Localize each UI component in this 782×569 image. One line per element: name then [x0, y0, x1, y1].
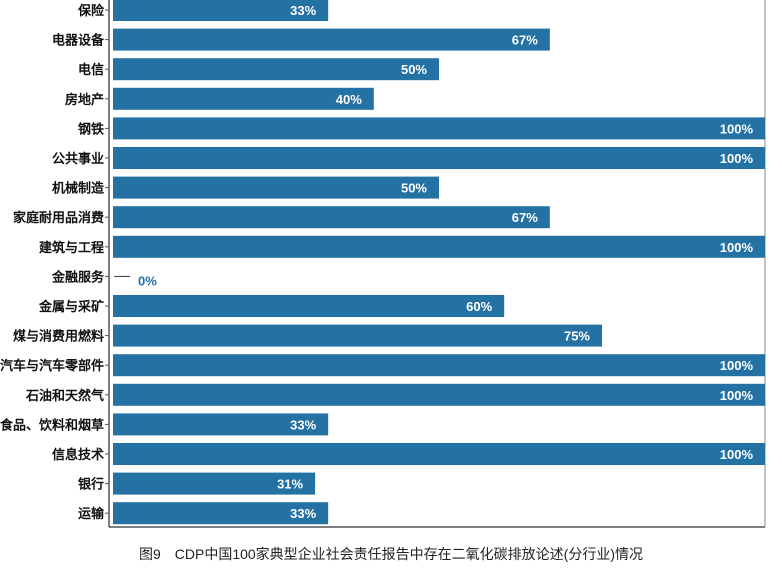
- data-label: 100%: [720, 388, 754, 403]
- category-label: 银行: [78, 477, 104, 493]
- category-label: 煤与消费用燃料: [13, 329, 104, 345]
- category-label: 机械制造: [52, 181, 105, 197]
- bar: [113, 147, 765, 169]
- bar: [113, 206, 550, 229]
- bar: [113, 295, 505, 317]
- bar: [113, 117, 765, 140]
- bar: [113, 472, 316, 495]
- category-label: 钢铁: [78, 121, 104, 137]
- bar: [113, 0, 329, 21]
- bar: [113, 413, 329, 436]
- data-label: 67%: [512, 33, 538, 48]
- data-label: 100%: [720, 121, 754, 136]
- category-label: 公共事业: [52, 151, 104, 167]
- category-label: 食品、饮料和烟草: [0, 417, 104, 433]
- bar: [113, 443, 765, 465]
- category-label: 电器设备: [52, 33, 105, 49]
- data-label: 75%: [564, 329, 590, 344]
- data-label: 67%: [512, 210, 538, 225]
- data-label: 100%: [720, 240, 754, 255]
- bar-chart: 保险 33% 电器设备 67% 电信 50% 房地产 40% 钢铁 100% 公共事业 100% 机械制…: [0, 0, 766, 528]
- data-label: 50%: [401, 62, 427, 77]
- data-label: 100%: [720, 358, 754, 373]
- bar: [113, 28, 550, 51]
- bar: [113, 235, 765, 258]
- bar: [113, 383, 765, 406]
- data-label: 33%: [290, 506, 316, 521]
- category-label: 家庭耐用品消费: [13, 210, 104, 226]
- data-label: 33%: [290, 3, 316, 18]
- data-label: 100%: [720, 151, 754, 166]
- category-label: 石油和天然气: [25, 388, 104, 404]
- category-label: 金属与采矿: [38, 299, 104, 315]
- chart-caption: 图9 CDP中国100家典型企业社会责任报告中存在二氧化碳排放论述(分行业)情况: [138, 546, 644, 562]
- data-label: 100%: [720, 447, 754, 462]
- data-label: 50%: [401, 181, 427, 196]
- bar: [113, 324, 602, 347]
- category-label: 汽车与汽车零部件: [0, 358, 104, 374]
- bar: [113, 354, 765, 377]
- data-label: 60%: [466, 299, 492, 314]
- category-label: 房地产: [65, 92, 104, 108]
- bar: [113, 502, 329, 525]
- bar: [113, 176, 439, 199]
- data-label: 40%: [336, 92, 362, 107]
- bar: [113, 58, 439, 81]
- data-label: 33%: [290, 417, 316, 432]
- category-label: 建筑与工程: [39, 240, 104, 256]
- data-label: 31%: [277, 477, 303, 492]
- category-label: 信息技术: [52, 447, 104, 463]
- category-label: 电信: [78, 62, 104, 78]
- data-label: 0%: [138, 273, 157, 288]
- category-label: 金融服务: [51, 269, 105, 285]
- category-label: 保险: [77, 3, 105, 19]
- bar: [113, 87, 374, 110]
- category-label: 运输: [78, 506, 105, 522]
